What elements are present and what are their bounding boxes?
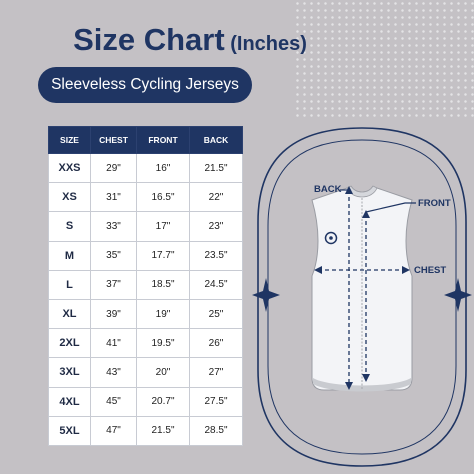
cell-chest: 33" [90,211,137,242]
cell-chest: 41" [90,328,137,359]
cell-size: 4XL [48,386,91,417]
label-chest: CHEST [414,265,447,276]
front-arrow-up-icon [362,210,370,218]
cell-size: 3XL [48,357,91,388]
front-arrow-down-icon [362,374,370,382]
cell-chest: 45" [90,386,137,417]
cell-size: 2XL [48,328,91,359]
table-row: 4XL 45" 20.7" 27.5" [48,386,243,417]
cell-back: 24.5" [189,269,243,300]
cell-chest: 37" [90,269,137,300]
cell-chest: 39" [90,298,137,330]
cell-size: XS [48,182,91,213]
table-row: 2XL 41" 19.5" 26" [48,328,243,359]
sparkle-right-icon [444,278,472,312]
product-label: Sleeveless Cycling Jerseys [38,67,252,103]
cell-front: 16.5" [136,182,190,213]
table-row: M 35" 17.7" 23.5" [48,240,243,271]
header-chest: CHEST [90,126,137,154]
header-front: FRONT [136,126,190,154]
front-pointer-line [365,202,416,213]
sparkle-left-icon [252,278,280,312]
cell-chest: 35" [90,240,137,271]
oval-frame [257,127,467,467]
table-row: XL 39" 19" 25" [48,298,243,330]
cell-chest: 47" [90,415,137,446]
size-table: SIZE CHEST FRONT BACK XXS 29" 16" 21.5" … [48,126,243,446]
table-row: S 33" 17" 23" [48,211,243,242]
chest-arrow-right-icon [402,266,410,274]
cell-back: 27" [189,357,243,388]
cell-size: L [48,269,91,300]
title-main: Size Chart [73,22,225,57]
cell-front: 17" [136,211,190,242]
title-unit: (Inches) [224,33,307,55]
cell-front: 21.5" [136,415,190,446]
header-back: BACK [189,126,243,154]
table-row: 5XL 47" 21.5" 28.5" [48,415,243,446]
cell-back: 26" [189,328,243,359]
table-row: L 37" 18.5" 24.5" [48,269,243,300]
cell-front: 16" [136,152,190,184]
label-back: BACK [314,184,342,195]
jersey-collar [346,185,378,198]
cell-back: 21.5" [189,152,243,184]
cell-size: XL [48,298,91,330]
header-size: SIZE [48,126,91,154]
brand-logo-icon [324,231,338,245]
cell-size: S [48,211,91,242]
jersey-hem [313,378,411,392]
dot-pattern [294,0,474,120]
label-front: FRONT [418,198,451,209]
cell-front: 19" [136,298,190,330]
table-header-row: SIZE CHEST FRONT BACK [48,126,243,154]
brand-logo-dot [329,236,333,240]
oval-frame-inner [267,139,457,455]
cell-chest: 29" [90,152,137,184]
cell-back: 28.5" [189,415,243,446]
cell-front: 20.7" [136,386,190,417]
back-arrow-down-icon [345,382,353,390]
cell-chest: 43" [90,357,137,388]
chest-arrow-left-icon [314,266,322,274]
cell-front: 20" [136,357,190,388]
table-row: 3XL 43" 20" 27" [48,357,243,388]
page-title: Size Chart (Inches) [0,22,380,58]
cell-size: M [48,240,91,271]
cell-back: 27.5" [189,386,243,417]
cell-front: 17.7" [136,240,190,271]
